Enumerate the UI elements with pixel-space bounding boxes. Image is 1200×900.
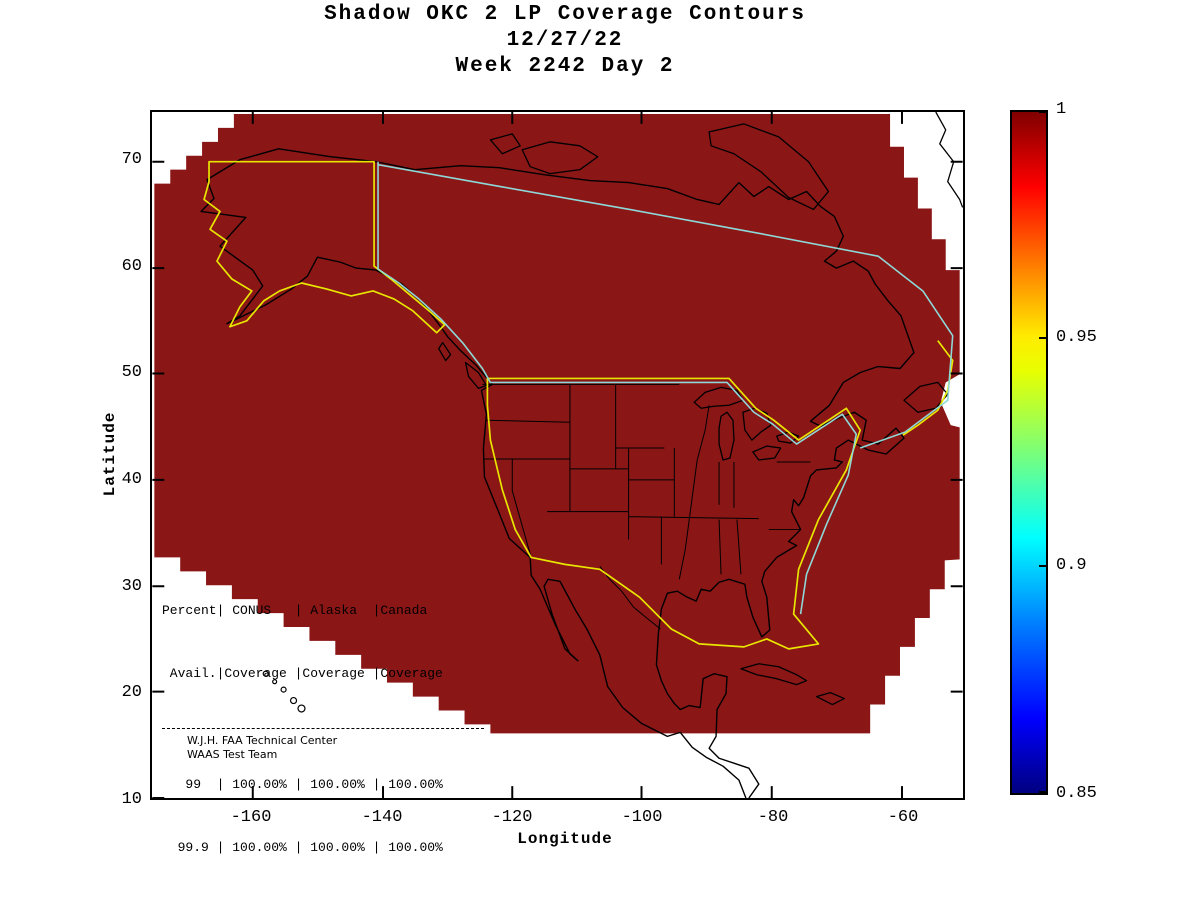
x-tick-label: -80 (757, 808, 789, 827)
contour-atlantic-yellow (902, 340, 954, 436)
y-tick-label: 60 (121, 257, 142, 276)
contour-alaska-yellow (203, 160, 446, 334)
x-tick-label: -140 (361, 808, 403, 827)
coverage-region (154, 113, 960, 734)
hawaii-islands (262, 670, 306, 713)
state-borders (482, 383, 811, 630)
credit-line-1: W.J.H. FAA Technical Center (187, 734, 338, 747)
colorbar-tick (1039, 565, 1046, 567)
x-tick-label: -60 (887, 808, 919, 827)
table-row: 99 | 100.00% | 100.00% | 100.00% (162, 777, 443, 792)
x-axis-label: Longitude (517, 830, 613, 848)
colorbar-tick (1039, 337, 1046, 339)
colorbar-tick (1039, 791, 1046, 793)
colorbar (1010, 110, 1048, 795)
y-axis-label: Latitude (101, 411, 119, 497)
y-tick-label: 40 (121, 470, 142, 489)
availability-table: Percent| CONUS | Alaska |Canada Avail.|C… (162, 558, 484, 900)
coastline-arctic-atlantic-gulf (375, 161, 915, 798)
tick-marks (152, 112, 963, 798)
x-tick-label: -160 (230, 808, 272, 827)
colorbar-tick-label: 0.85 (1056, 784, 1097, 803)
colorbar-tick-label: 0.9 (1056, 556, 1087, 575)
coverage-notch (940, 372, 963, 429)
table-header-row2: Avail.|Coverage |Coverage |Coverage (162, 666, 443, 681)
y-tick-label: 50 (121, 363, 142, 382)
chart-date: 12/27/22 (506, 29, 624, 52)
coastline-pacific (200, 148, 747, 798)
chart-title: Shadow OKC 2 LP Coverage Contours (324, 3, 806, 26)
y-tick-label: 70 (121, 150, 142, 169)
contour-canada-cyan (377, 163, 954, 449)
title-block: Shadow OKC 2 LP Coverage Contours 12/27/… (0, 2, 1130, 80)
credit-block: W.J.H. FAA Technical Center WAAS Test Te… (187, 734, 337, 762)
colorbar-tick-label: 1 (1056, 100, 1067, 119)
map-canvas (152, 112, 963, 798)
table-header-row1: Percent| CONUS | Alaska |Canada (162, 603, 428, 618)
x-tick-label: -120 (491, 808, 533, 827)
colorbar-tick-label: 0.95 (1056, 328, 1097, 347)
y-tick-label: 30 (121, 577, 142, 596)
plot-area: Percent| CONUS | Alaska |Canada Avail.|C… (150, 110, 965, 855)
x-tick-label: -100 (621, 808, 663, 827)
table-separator (162, 728, 484, 729)
chart-week: Week 2242 Day 2 (455, 55, 675, 78)
y-tick-label: 10 (121, 790, 142, 809)
credit-line-2: WAAS Test Team (187, 748, 278, 761)
y-tick-label: 20 (121, 683, 142, 702)
colorbar-tick (1039, 111, 1046, 113)
contour-conus-yellow (486, 377, 862, 650)
table-row: 99.9 | 100.00% | 100.00% | 100.00% (162, 840, 443, 855)
contour-border-cyan (377, 161, 858, 615)
